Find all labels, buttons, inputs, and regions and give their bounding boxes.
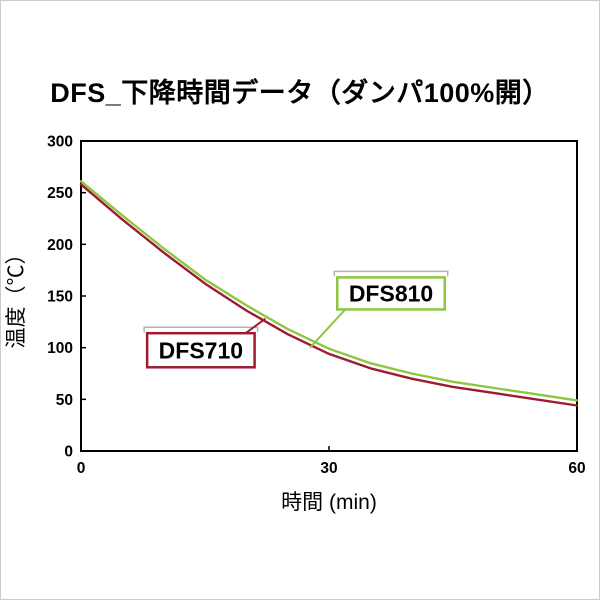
y-tick-label: 300 — [47, 134, 73, 151]
callout-bracket — [143, 326, 259, 333]
y-tick-label: 150 — [47, 289, 73, 306]
x-tick-label: 30 — [320, 460, 337, 477]
y-tick-label: 0 — [64, 444, 73, 461]
line-chart: 0 50 100 150 200 250 300 0 30 60 時間 (min) 温度（℃） DFS7… — [5, 134, 586, 515]
callout-leader — [245, 317, 266, 335]
chart-title: DFS_下降時間データ（ダンパ100%開） — [50, 78, 550, 108]
x-tick-label: 60 — [568, 460, 585, 477]
y-tick-label: 250 — [47, 185, 73, 202]
x-tick-label: 0 — [77, 460, 86, 477]
x-axis-label: 時間 (min) — [281, 491, 377, 514]
callout-bracket — [333, 270, 449, 277]
callout-box-dfs710 — [145, 331, 256, 369]
callout-label-dfs810: DFS810 — [349, 280, 433, 306]
y-tick-label: 200 — [47, 237, 73, 254]
callout-label-dfs710: DFS710 — [159, 337, 243, 363]
y-tick-label: 100 — [47, 340, 73, 357]
y-axis-label: 温度（℃） — [5, 244, 28, 349]
plot-border — [80, 140, 578, 452]
series-line-dfs810 — [79, 180, 579, 402]
callout-box-dfs810 — [336, 276, 446, 311]
callout-leader — [309, 308, 347, 349]
y-tick-label: 50 — [56, 392, 73, 409]
series-line-dfs710 — [79, 183, 579, 407]
